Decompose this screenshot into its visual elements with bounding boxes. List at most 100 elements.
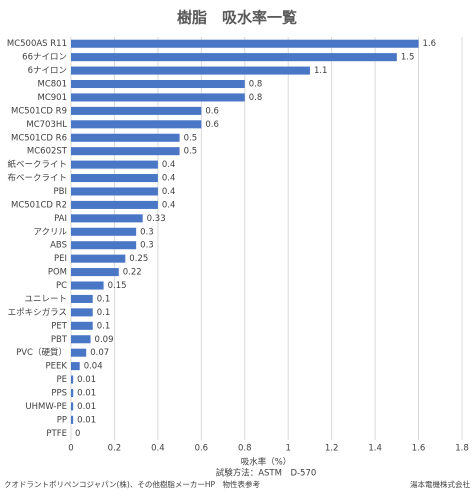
- data-label: 0.8: [249, 80, 263, 90]
- bar: [71, 335, 91, 344]
- x-tick-label: 1.4: [368, 444, 382, 454]
- data-label: 0.22: [123, 268, 142, 278]
- y-tick-label: MC501CD R2: [11, 200, 67, 210]
- y-tick-label: ユニレート: [24, 294, 67, 304]
- bar: [71, 79, 245, 89]
- bar: [71, 133, 180, 142]
- x-tick-label: 0: [68, 444, 73, 454]
- data-label: 0.01: [77, 402, 96, 412]
- bar: [71, 66, 310, 75]
- bar: [71, 187, 158, 196]
- data-label: 0.6: [205, 106, 219, 116]
- data-label: 0: [75, 429, 80, 439]
- y-tick-label: アクリル: [33, 227, 67, 237]
- data-label: 0.25: [129, 254, 148, 264]
- data-label: 0.4: [162, 200, 176, 210]
- y-tick-label: MC501CD R9: [11, 106, 67, 116]
- bar: [71, 254, 126, 263]
- bar: [71, 200, 158, 209]
- bar: [71, 241, 137, 250]
- y-tick-label: 66ナイロン: [22, 53, 67, 63]
- chart-title: 樹脂 吸水率一覧: [177, 9, 297, 27]
- data-label: 0.3: [140, 227, 154, 237]
- x-axis-label: 吸水率（%）: [241, 457, 292, 468]
- x-tick-label: 1: [286, 444, 291, 454]
- data-label: 0.1: [97, 294, 111, 304]
- data-label: 1.5: [401, 53, 415, 63]
- data-label: 0.8: [249, 93, 263, 103]
- bar: [71, 174, 158, 183]
- y-tick-label: PAI: [54, 214, 67, 224]
- bar: [71, 362, 80, 371]
- y-tick-label: UHMW-PE: [25, 402, 67, 412]
- y-tick-label: MC703HL: [26, 120, 67, 130]
- y-tick-label: PBT: [51, 335, 68, 345]
- x-tick-label: 0.6: [195, 444, 209, 454]
- bar: [71, 227, 137, 236]
- y-tick-label: PEI: [54, 254, 67, 264]
- data-label: 0.15: [108, 281, 127, 291]
- y-tick-label: PC: [56, 281, 67, 291]
- data-label: 0.6: [205, 120, 219, 130]
- y-tick-label: 布ベークライト: [7, 173, 67, 184]
- data-label: 0.5: [184, 133, 198, 143]
- y-tick-label: PBI: [54, 187, 67, 197]
- bar: [71, 214, 143, 223]
- bar: [71, 39, 419, 48]
- bar: [71, 93, 245, 102]
- bar: [71, 120, 202, 129]
- bar: [71, 160, 158, 169]
- data-label: 0.01: [77, 375, 96, 385]
- y-tick-label: 6ナイロン: [28, 66, 67, 76]
- y-tick-label: PP: [57, 415, 67, 425]
- y-tick-label: PEEK: [46, 362, 68, 372]
- note: 試験方法：ASTM D-570: [216, 468, 317, 479]
- y-tick-label: MC602ST: [27, 147, 68, 157]
- data-label: 0.04: [84, 362, 103, 372]
- bar: [71, 375, 74, 384]
- data-label: 0.1: [97, 308, 111, 318]
- data-label: 1.1: [314, 66, 328, 76]
- bar: [71, 348, 87, 357]
- data-label: 0.4: [162, 187, 176, 197]
- bar: [71, 147, 180, 156]
- data-label: 0.1: [97, 321, 111, 331]
- data-label: 0.01: [77, 415, 96, 425]
- data-label: 0.4: [162, 174, 176, 184]
- data-label: 0.01: [77, 388, 96, 398]
- bar: [71, 281, 104, 290]
- y-tick-label: PE: [57, 375, 68, 385]
- data-label: 1.6: [423, 39, 437, 49]
- bar: [71, 308, 93, 317]
- x-tick-label: 1.6: [412, 444, 426, 454]
- bar: [71, 402, 74, 411]
- bar: [71, 106, 202, 115]
- y-tick-label: MC901: [38, 93, 68, 103]
- bar: [71, 294, 93, 303]
- y-tick-label: PTFE: [46, 429, 67, 439]
- y-tick-label: ABS: [50, 241, 67, 251]
- y-tick-label: POM: [48, 268, 67, 278]
- y-tick-label: PET: [51, 321, 67, 331]
- footer-right: 湯本電機株式会社: [410, 479, 470, 489]
- bar: [71, 415, 74, 424]
- bar: [71, 321, 93, 330]
- x-tick-label: 0.2: [108, 444, 122, 454]
- data-label: 0.4: [162, 160, 176, 170]
- y-tick-label: MC500AS R11: [7, 39, 67, 49]
- y-tick-label: 紙ベークライト: [7, 159, 67, 170]
- bar: [71, 268, 119, 277]
- data-label: 0.07: [90, 348, 109, 358]
- y-tick-label: PPS: [51, 388, 67, 398]
- y-tick-label: PVC（硬質）: [16, 347, 67, 358]
- y-tick-label: MC801: [38, 80, 68, 90]
- data-label: 0.3: [140, 241, 154, 251]
- y-tick-label: エポキシガラス: [8, 307, 67, 318]
- footer-left: クオドラントポリペンコジャパン(株)、その他樹脂メーカーHP 物性表参考: [4, 479, 261, 489]
- x-tick-label: 1.8: [455, 444, 469, 454]
- x-tick-label: 1.2: [325, 444, 339, 454]
- x-tick-label: 0.8: [238, 444, 252, 454]
- bar: [71, 388, 74, 398]
- data-label: 0.33: [147, 214, 166, 224]
